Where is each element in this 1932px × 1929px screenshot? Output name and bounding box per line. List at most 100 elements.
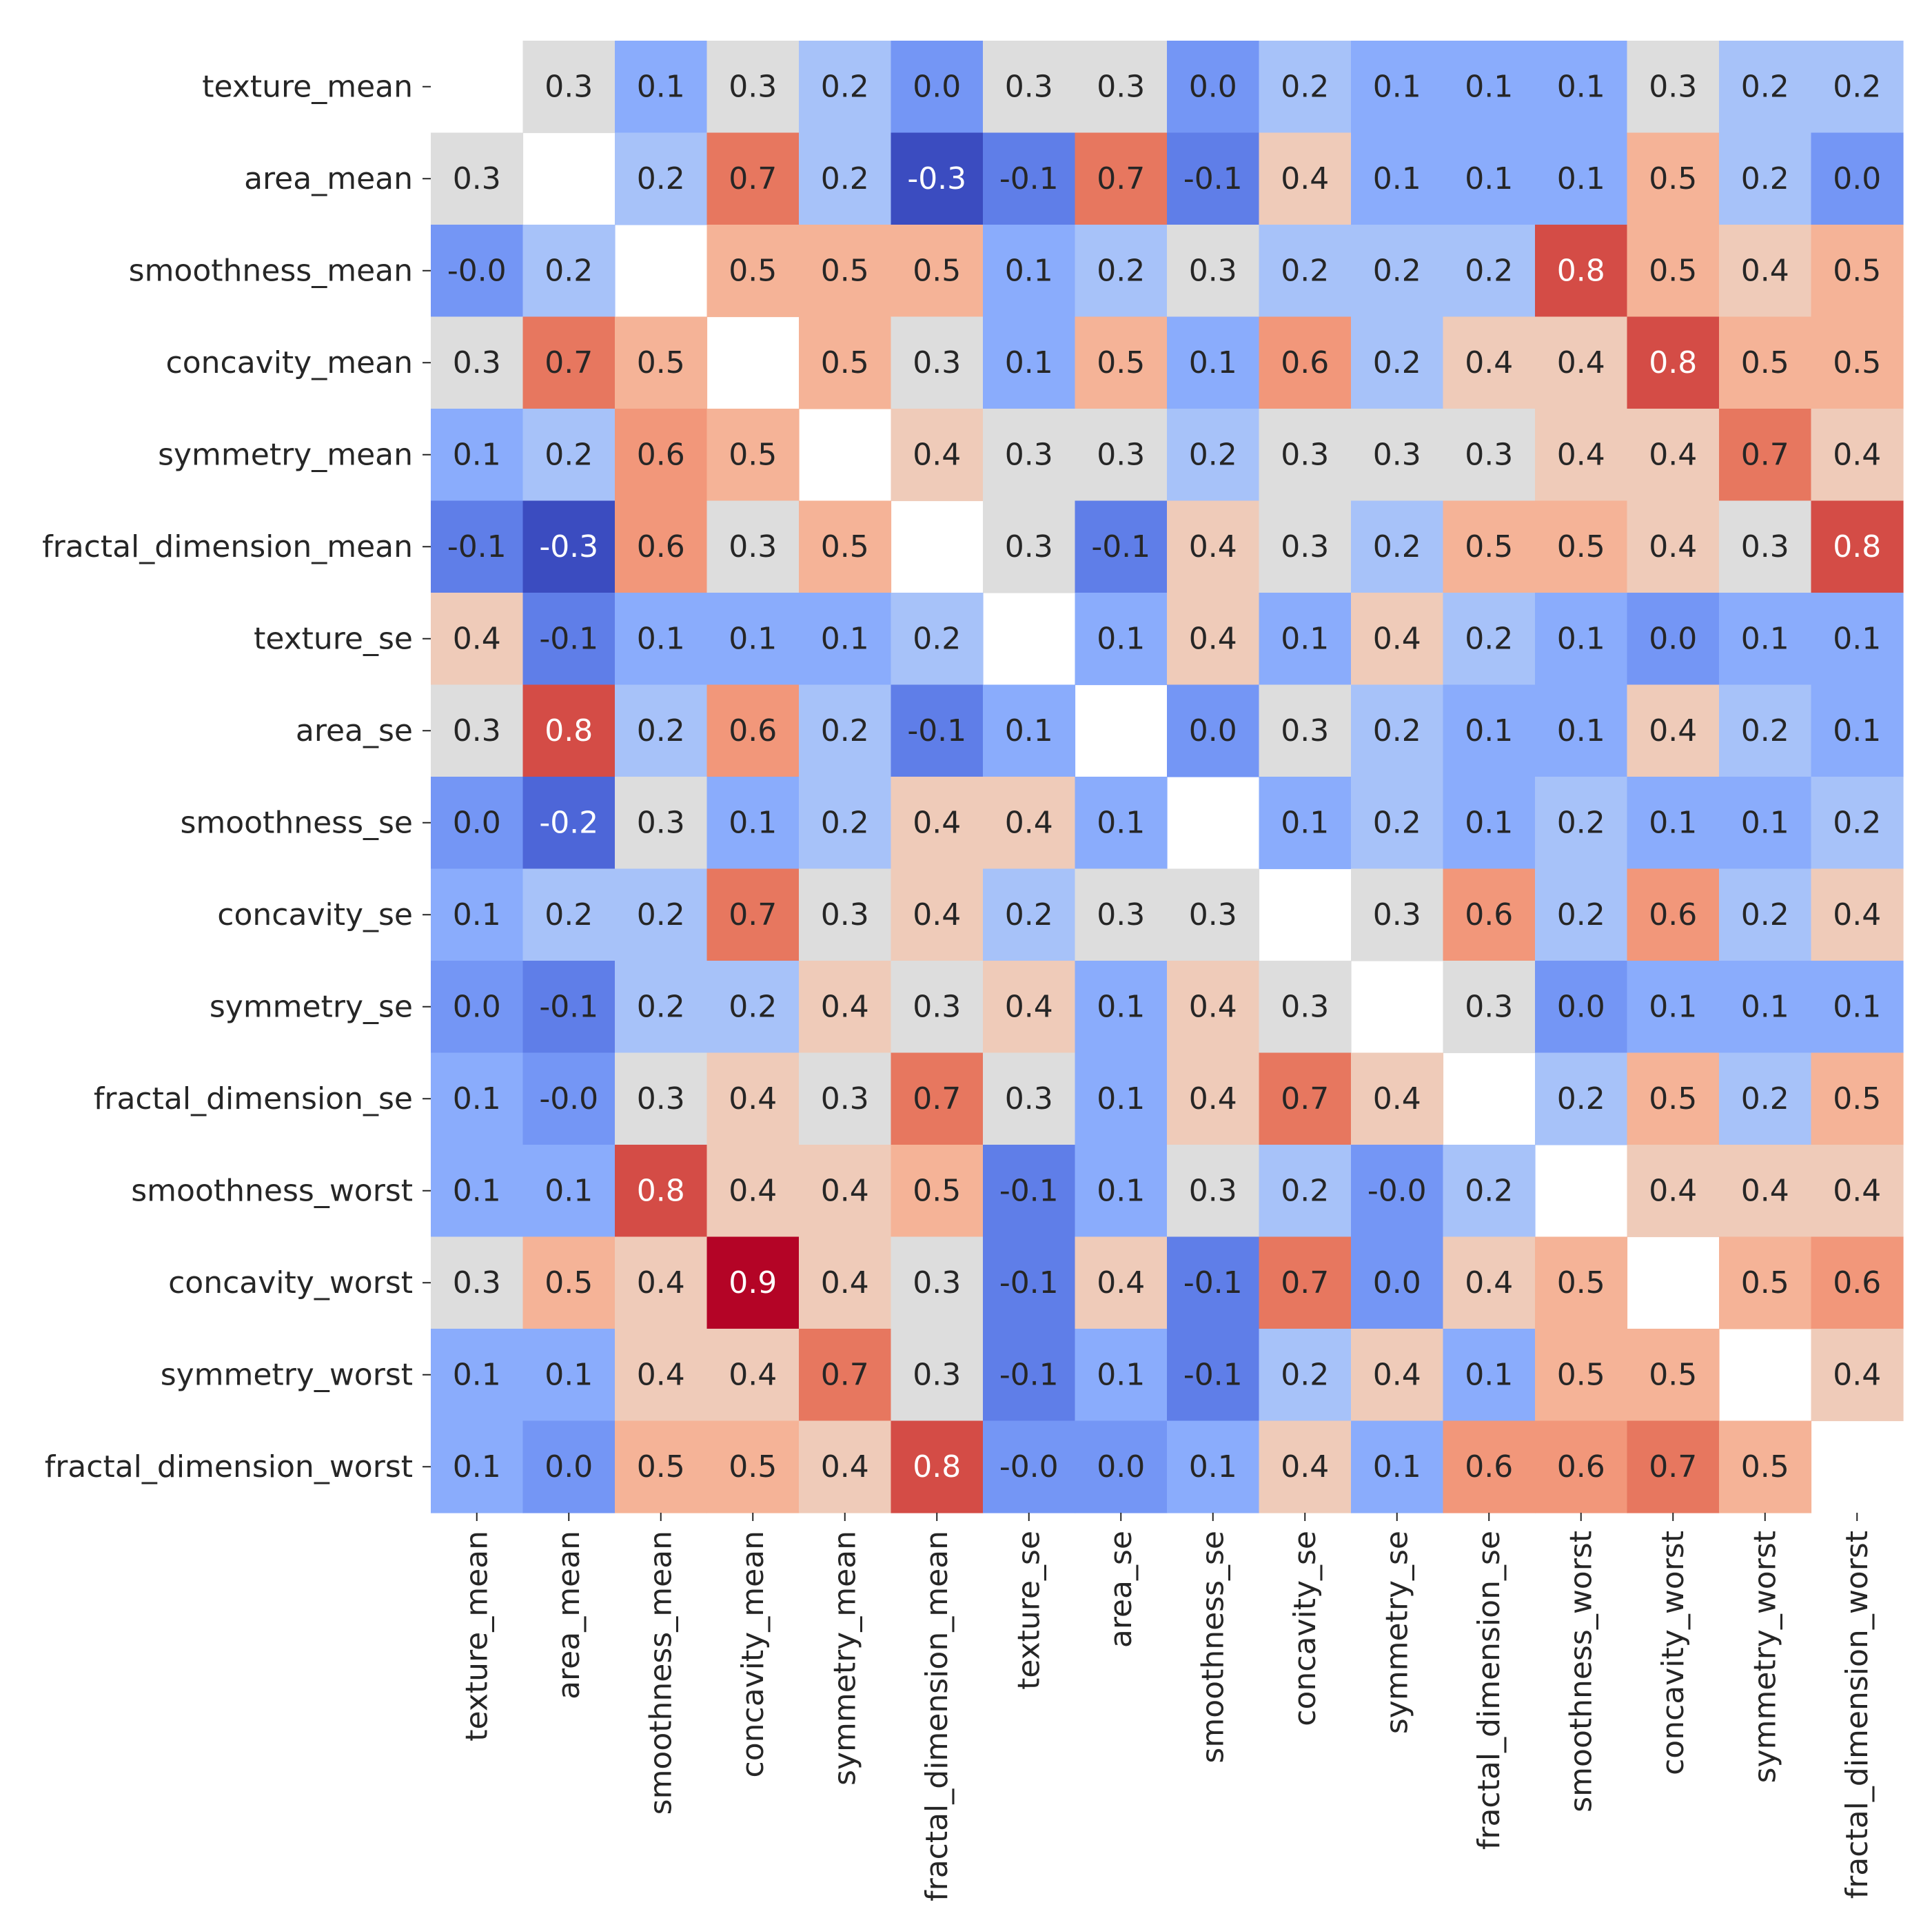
heatmap-cell-r11-c8: [1167, 1052, 1260, 1145]
cell-value-label: 0.3: [1005, 1081, 1053, 1116]
cell-value-label: 0.1: [1005, 713, 1053, 748]
heatmap-cell-r6-c10: [1351, 593, 1444, 686]
cell-value-label: -0.1: [1183, 1357, 1243, 1392]
heatmap-cell-r0-c8: [1167, 41, 1260, 134]
heatmap-cell-r13-c6: [983, 1236, 1076, 1329]
cell-value-label: 0.1: [1557, 69, 1605, 104]
cell-value-label: 0.4: [1373, 621, 1421, 656]
cell-value-label: 0.2: [1373, 805, 1421, 840]
cell-value-label: 0.6: [637, 437, 685, 472]
heatmap-cell-r3-c14: [1719, 316, 1812, 409]
cell-value-label: 0.7: [821, 1357, 869, 1392]
heatmap-cell-r8-c15: [1811, 777, 1904, 870]
heatmap-cell-r4-c12: [1535, 409, 1628, 502]
cell-value-label: 0.1: [1281, 805, 1329, 840]
heatmap-cell-r6-c0: [431, 593, 524, 686]
heatmap-cell-r12-c10: [1351, 1145, 1444, 1238]
cell-value-label: 0.4: [1005, 989, 1053, 1024]
cell-value-label: 0.1: [1465, 1357, 1513, 1392]
cell-value-label: 0.2: [1281, 253, 1329, 288]
cell-value-label: 0.3: [453, 713, 501, 748]
heatmap-cell-r12-c5: [891, 1145, 984, 1238]
heatmap-cell-r10-c8: [1167, 961, 1260, 1054]
cell-value-label: 0.1: [1373, 1449, 1421, 1484]
heatmap-cell-r4-c5: [891, 409, 984, 502]
cell-value-label: 0.3: [1373, 437, 1421, 472]
cell-value-label: 0.5: [1465, 529, 1513, 564]
cell-value-label: 0.2: [1097, 253, 1145, 288]
cell-value-label: 0.2: [545, 897, 593, 932]
heatmap-cell-r0-c2: [615, 41, 708, 134]
cell-value-label: 0.2: [1741, 161, 1789, 196]
heatmap-cell-r11-c15: [1811, 1052, 1904, 1145]
x-tick-label: area_mean: [551, 1531, 587, 1700]
cell-value-label: 0.3: [913, 989, 961, 1024]
heatmap-cell-r1-c2: [615, 132, 708, 225]
cell-value-label: 0.5: [637, 1449, 685, 1484]
cell-value-label: 0.4: [1649, 713, 1697, 748]
heatmap-cell-r9-c10: [1351, 868, 1444, 961]
heatmap-cell-r14-c3: [706, 1329, 800, 1422]
y-tick-label: fractal_dimension_se: [94, 1081, 413, 1116]
heatmap-cell-r4-c8: [1167, 409, 1260, 502]
heatmap-cell-r11-c12: [1535, 1052, 1628, 1145]
heatmap-cell-r5-c11: [1443, 500, 1536, 593]
cell-value-label: 0.3: [821, 897, 869, 932]
heatmap-cell-r5-c14: [1719, 500, 1812, 593]
cell-value-label: 0.2: [1373, 529, 1421, 564]
cell-value-label: 0.2: [545, 437, 593, 472]
heatmap-cell-r9-c15: [1811, 868, 1904, 961]
cell-value-label: 0.1: [453, 1357, 501, 1392]
cell-value-label: 0.3: [1281, 437, 1329, 472]
cell-value-label: 0.1: [1005, 253, 1053, 288]
cell-value-label: -0.0: [447, 253, 507, 288]
cell-value-label: 0.9: [729, 1265, 777, 1300]
heatmap-cell-r2-c10: [1351, 225, 1444, 318]
heatmap-cell-r3-c8: [1167, 316, 1260, 409]
cell-value-label: 0.3: [453, 1265, 501, 1300]
cell-value-label: -0.0: [539, 1081, 598, 1116]
cell-value-label: 0.7: [729, 161, 777, 196]
heatmap-cell-r4-c0: [431, 409, 524, 502]
cell-value-label: 0.1: [729, 805, 777, 840]
heatmap-cell-r0-c10: [1351, 41, 1444, 134]
x-tick-label: texture_mean: [459, 1531, 494, 1742]
heatmap-cell-r11-c2: [615, 1052, 708, 1145]
cell-value-label: 0.7: [1281, 1081, 1329, 1116]
heatmap-cell-r10-c12: [1535, 961, 1628, 1054]
cell-value-label: 0.3: [1097, 69, 1145, 104]
heatmap-cell-r15-c6: [983, 1420, 1076, 1513]
heatmap-cell-r8-c14: [1719, 777, 1812, 870]
cell-value-label: 0.4: [1557, 345, 1605, 380]
y-tick-label: concavity_mean: [166, 345, 414, 380]
cell-value-label: 0.5: [1833, 253, 1881, 288]
cell-value-label: -0.0: [999, 1449, 1059, 1484]
cell-value-label: 0.1: [1649, 989, 1697, 1024]
heatmap-cell-r10-c2: [615, 961, 708, 1054]
cell-value-label: 0.0: [453, 805, 501, 840]
cell-value-label: 0.1: [1097, 621, 1145, 656]
cell-value-label: 0.2: [913, 621, 961, 656]
heatmap-cell-r14-c8: [1167, 1329, 1260, 1422]
heatmap-cell-r8-c4: [799, 777, 892, 870]
heatmap-cell-r8-c1: [522, 777, 616, 870]
cell-value-label: 0.3: [1097, 897, 1145, 932]
cell-value-label: 0.4: [1189, 529, 1237, 564]
heatmap-cell-r15-c12: [1535, 1420, 1628, 1513]
heatmap-cell-r14-c2: [615, 1329, 708, 1422]
heatmap-cell-r15-c0: [431, 1420, 524, 1513]
heatmap-cell-r10-c7: [1075, 961, 1168, 1054]
heatmap-cell-r6-c4: [799, 593, 892, 686]
cell-value-label: -0.1: [1183, 161, 1243, 196]
heatmap-cell-r11-c14: [1719, 1052, 1812, 1145]
cell-value-label: -0.1: [539, 621, 598, 656]
heatmap-cell-r2-c5: [891, 225, 984, 318]
heatmap-cell-r6-c2: [615, 593, 708, 686]
cell-value-label: 0.2: [821, 161, 869, 196]
heatmap-cell-r12-c7: [1075, 1145, 1168, 1238]
heatmap-cell-r7-c13: [1627, 684, 1720, 777]
cell-value-label: 0.4: [1373, 1081, 1421, 1116]
heatmap-cell-r11-c7: [1075, 1052, 1168, 1145]
heatmap-cell-r7-c8: [1167, 684, 1260, 777]
y-tick-label: symmetry_worst: [161, 1357, 413, 1392]
